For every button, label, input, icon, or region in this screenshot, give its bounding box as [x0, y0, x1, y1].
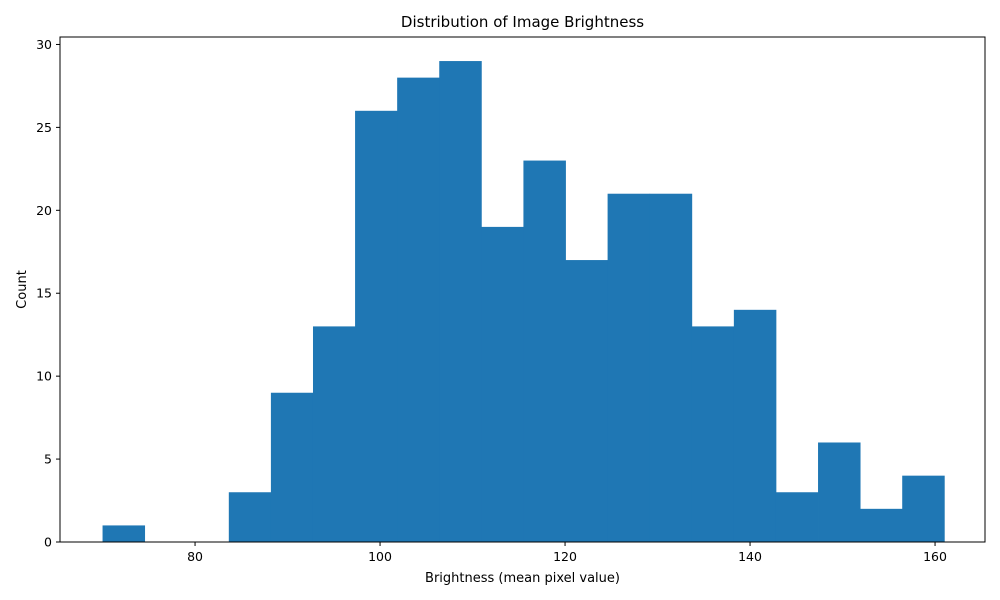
- histogram-bar: [733, 309, 777, 542]
- histogram-bar: [439, 61, 482, 543]
- x-tick-label: 100: [368, 549, 392, 564]
- histogram-bar: [775, 492, 819, 542]
- y-tick-label: 15: [36, 286, 52, 301]
- y-tick-label: 5: [44, 452, 52, 467]
- histogram-bar: [102, 525, 146, 542]
- histogram-bar: [228, 492, 272, 542]
- y-tick-label: 0: [44, 535, 52, 550]
- histogram-bar: [607, 193, 651, 542]
- histogram-bar: [523, 160, 566, 542]
- y-tick-label: 20: [36, 203, 52, 218]
- y-tick-label: 10: [36, 369, 52, 384]
- x-tick-label: 80: [187, 549, 203, 564]
- histogram-bar: [270, 392, 314, 542]
- histogram-bar: [818, 442, 861, 542]
- histogram-bar: [860, 508, 903, 542]
- histogram-bar: [481, 226, 524, 542]
- x-tick-label: 160: [923, 549, 947, 564]
- histogram-bar: [691, 326, 735, 542]
- x-tick-label: 140: [738, 549, 762, 564]
- histogram-bar: [649, 193, 693, 542]
- y-axis-ticks: 0 5 10 15 20 25 30: [36, 37, 60, 550]
- chart-title: Distribution of Image Brightness: [401, 13, 644, 31]
- histogram-bar: [565, 260, 608, 542]
- plot-frame: [59, 36, 986, 543]
- histogram-bar: [397, 77, 440, 542]
- x-axis-ticks: 80 100 120 140 160: [187, 542, 947, 564]
- y-tick-label: 30: [36, 37, 52, 52]
- histogram-bar: [902, 475, 945, 542]
- x-axis-label: Brightness (mean pixel value): [425, 571, 620, 586]
- y-axis-label: Count: [15, 270, 30, 309]
- histogram-bars: [102, 61, 945, 543]
- x-tick-label: 120: [553, 549, 577, 564]
- histogram-bar: [312, 326, 356, 542]
- histogram-bar: [355, 110, 398, 543]
- y-tick-label: 25: [36, 120, 52, 135]
